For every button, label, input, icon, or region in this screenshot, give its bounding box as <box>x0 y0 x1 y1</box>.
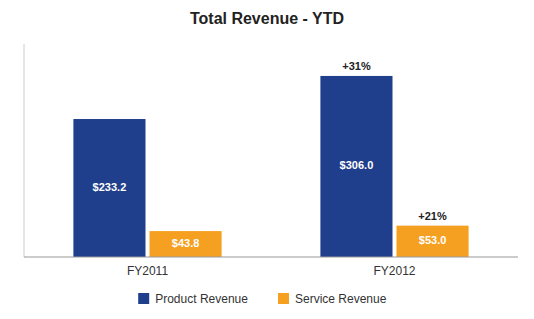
chart: Total Revenue - YTD $233.2 $306.0 $43.8 $53.… <box>0 0 534 319</box>
legend-label: Service Revenue <box>295 292 387 306</box>
data-label: $43.8 <box>172 237 200 249</box>
legend: Product Revenue Service Revenue <box>138 292 387 306</box>
legend-swatch <box>278 293 289 304</box>
data-label: $306.0 <box>340 159 374 171</box>
annotation: +21% <box>418 210 447 222</box>
x-axis-line <box>24 257 518 258</box>
legend-swatch <box>138 293 149 304</box>
legend-label: Product Revenue <box>155 292 248 306</box>
y-axis-line <box>24 44 25 257</box>
x-tick-label: FY2012 <box>373 264 415 278</box>
bar <box>73 119 145 257</box>
bar <box>320 76 392 257</box>
data-label: $53.0 <box>419 234 447 246</box>
bar <box>397 226 469 257</box>
x-tick-label: FY2011 <box>127 264 168 278</box>
data-label: $233.2 <box>93 181 127 193</box>
bars <box>73 76 468 257</box>
title: Total Revenue - YTD <box>190 10 344 27</box>
annotation: +31% <box>342 60 371 72</box>
bar <box>150 231 222 257</box>
